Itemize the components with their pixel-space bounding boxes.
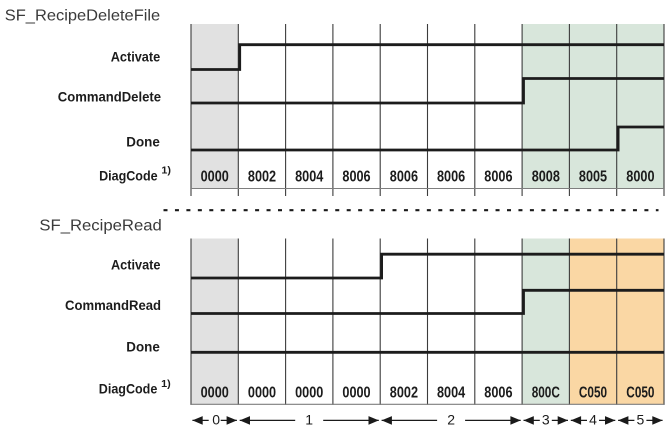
- svg-text:0000: 0000: [201, 168, 229, 185]
- svg-text:8006: 8006: [437, 168, 465, 185]
- svg-text:800C: 800C: [532, 384, 560, 401]
- svg-text:DiagCode: DiagCode: [99, 169, 158, 185]
- svg-text:5: 5: [637, 411, 645, 427]
- svg-text:8006: 8006: [484, 384, 512, 401]
- svg-text:8004: 8004: [295, 168, 323, 185]
- svg-text:1): 1): [161, 165, 171, 176]
- svg-text:SF_RecipeRead: SF_RecipeRead: [39, 217, 161, 234]
- svg-text:8002: 8002: [248, 168, 276, 185]
- svg-text:CommandDelete: CommandDelete: [58, 89, 161, 105]
- svg-text:4: 4: [589, 411, 597, 427]
- svg-text:0: 0: [212, 411, 220, 427]
- svg-text:CommandRead: CommandRead: [65, 298, 161, 314]
- svg-text:Activate: Activate: [111, 258, 161, 274]
- svg-text:8006: 8006: [342, 168, 370, 185]
- svg-text:0000: 0000: [248, 384, 276, 401]
- svg-text:8005: 8005: [579, 168, 607, 185]
- svg-text:8000: 8000: [626, 168, 654, 185]
- svg-text:C050: C050: [579, 384, 607, 401]
- svg-text:8004: 8004: [437, 384, 465, 401]
- svg-text:1): 1): [161, 379, 171, 390]
- svg-text:Done: Done: [126, 135, 160, 151]
- svg-text:C050: C050: [626, 384, 654, 401]
- svg-text:DiagCode: DiagCode: [99, 382, 158, 398]
- svg-text:8002: 8002: [390, 384, 418, 401]
- svg-text:3: 3: [542, 411, 550, 427]
- svg-text:0000: 0000: [342, 384, 370, 401]
- svg-text:8006: 8006: [484, 168, 512, 185]
- svg-text:SF_RecipeDeleteFile: SF_RecipeDeleteFile: [5, 8, 161, 25]
- svg-text:Activate: Activate: [111, 49, 161, 65]
- svg-text:8006: 8006: [390, 168, 418, 185]
- svg-text:0000: 0000: [295, 384, 323, 401]
- svg-text:1: 1: [305, 411, 313, 427]
- svg-text:Done: Done: [126, 340, 160, 356]
- svg-text:0000: 0000: [201, 384, 229, 401]
- svg-text:8008: 8008: [532, 168, 560, 185]
- svg-text:2: 2: [447, 411, 455, 427]
